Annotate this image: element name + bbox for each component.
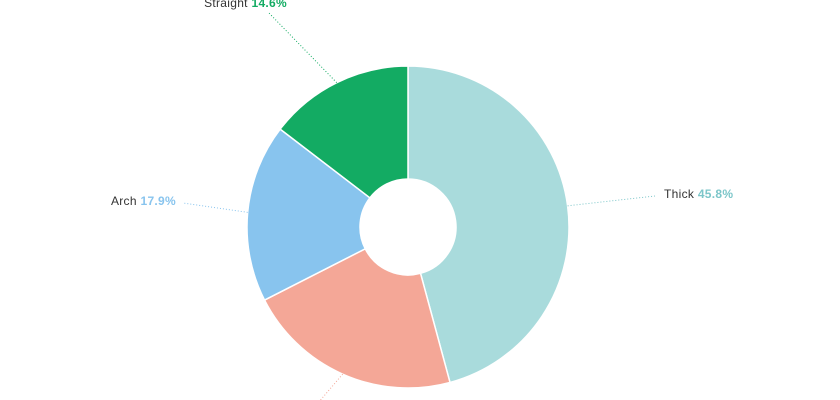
slice-percent: 14.6% (251, 0, 287, 10)
slice-name: Arch (111, 194, 137, 208)
donut-slice (407, 65, 570, 384)
slice-percent: 17.9% (140, 194, 176, 208)
leader-line (567, 195, 656, 207)
donut-slice (263, 247, 451, 389)
donut-slice (279, 65, 409, 199)
slice-name: Straight (204, 0, 248, 10)
slice-label: Straight 14.6% (204, 0, 287, 10)
slice-percent: 45.8% (698, 187, 734, 201)
slice-label: Thick 45.8% (664, 187, 733, 201)
slice-label: Arch 17.9% (111, 194, 176, 208)
donut-slice (246, 128, 371, 302)
leader-line (319, 373, 344, 400)
leader-line (267, 11, 338, 83)
slice-name: Thick (664, 187, 695, 201)
leader-line (182, 202, 248, 213)
